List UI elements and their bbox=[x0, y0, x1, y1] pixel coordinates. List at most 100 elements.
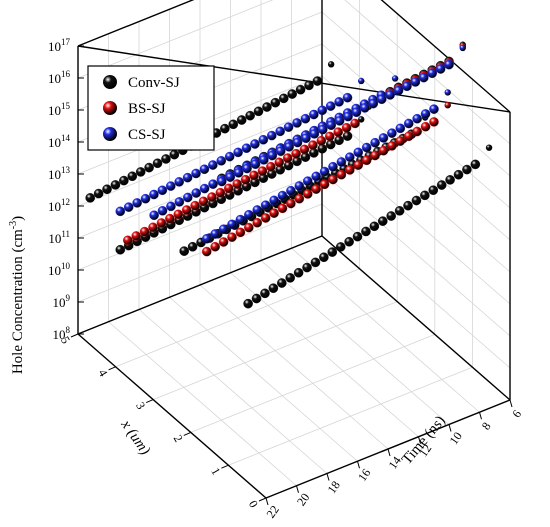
grid-line-floor-t bbox=[169, 296, 358, 462]
data-point-cs-sj bbox=[233, 168, 244, 178]
x-tick-label: 3 bbox=[133, 400, 148, 412]
data-point-cs-sj bbox=[342, 92, 353, 103]
data-point-cs-sj bbox=[210, 229, 220, 239]
data-point-cs-sj bbox=[266, 130, 277, 141]
data-point-bs-sj bbox=[333, 127, 343, 137]
data-point-cs-sj bbox=[149, 189, 159, 200]
data-point-cs-sj bbox=[241, 143, 252, 153]
z-tick-label: 108 bbox=[53, 325, 71, 342]
x-tick bbox=[221, 464, 229, 469]
data-point-bs-sj bbox=[269, 208, 279, 218]
data-point-cs-sj bbox=[225, 172, 236, 182]
data-point-bs-sj bbox=[370, 150, 380, 161]
data-point-cs-sj bbox=[294, 181, 305, 191]
time-tick bbox=[296, 485, 299, 493]
data-point-conv-sj bbox=[327, 247, 338, 257]
z-tick-label: 1011 bbox=[48, 229, 70, 246]
data-point-bs-sj bbox=[156, 218, 167, 228]
data-point-cs-sj bbox=[368, 98, 379, 109]
data-point-cs-sj bbox=[403, 118, 414, 129]
data-point-bs-sj bbox=[244, 222, 254, 233]
data-point-marker bbox=[444, 102, 451, 109]
legend-label: BS-SJ bbox=[128, 101, 166, 117]
data-point-bs-sj bbox=[266, 161, 276, 172]
data-point-cs-sj bbox=[157, 185, 168, 196]
data-point-cs-sj bbox=[208, 179, 218, 189]
z-tick-label: 1016 bbox=[48, 69, 71, 86]
data-point-cs-sj bbox=[252, 205, 263, 215]
grid-line-side-z bbox=[321, 43, 511, 209]
data-point-bs-sj bbox=[277, 203, 288, 214]
legend-marker bbox=[103, 101, 117, 115]
data-point-bs-sj bbox=[387, 141, 397, 151]
data-point-conv-sj bbox=[268, 283, 279, 293]
data-point-cs-sj bbox=[317, 124, 328, 135]
data-point-conv-sj bbox=[325, 139, 336, 150]
z-tick-label: 1014 bbox=[48, 133, 71, 150]
data-point-bs-sj bbox=[218, 237, 229, 247]
x-tick bbox=[258, 497, 267, 502]
data-point-bs-sj bbox=[412, 126, 422, 137]
legend-marker bbox=[103, 75, 117, 89]
data-point-cs-sj bbox=[174, 177, 184, 187]
data-point-cs-sj bbox=[328, 161, 338, 172]
data-point-cs-sj bbox=[336, 157, 347, 167]
data-point-bs-sj bbox=[302, 189, 313, 199]
data-point-bs-sj bbox=[299, 144, 310, 155]
data-point-cs-sj bbox=[149, 210, 159, 221]
data-point-cs-sj bbox=[393, 85, 404, 96]
data-point-conv-sj bbox=[428, 185, 439, 195]
data-point-cs-sj bbox=[157, 206, 168, 216]
z-tick-label: 1015 bbox=[48, 101, 71, 118]
data-point-marker bbox=[391, 75, 399, 82]
grid-line-side-z bbox=[321, 11, 511, 177]
data-point-conv-sj bbox=[260, 288, 270, 299]
data-point-bs-sj bbox=[190, 200, 200, 211]
data-point-conv-sj bbox=[295, 84, 306, 95]
z-tick-label: 1010 bbox=[48, 261, 71, 278]
data-point-conv-sj bbox=[334, 135, 344, 146]
grid-line-floor-t bbox=[260, 260, 450, 425]
data-point-bs-sj bbox=[308, 140, 318, 150]
data-point-cs-sj bbox=[410, 77, 421, 87]
data-point-cs-sj bbox=[309, 129, 320, 139]
data-point-cs-sj bbox=[376, 94, 387, 105]
grid-line-floor-t bbox=[199, 284, 389, 450]
data-point-bs-sj bbox=[252, 217, 263, 228]
time-tick bbox=[509, 399, 513, 408]
data-point-conv-sj bbox=[394, 206, 405, 216]
data-point-conv-sj bbox=[169, 149, 180, 160]
data-point-cs-sj bbox=[292, 137, 303, 148]
data-point-conv-sj bbox=[287, 89, 297, 99]
data-point-cs-sj bbox=[235, 214, 246, 225]
time-tick-label: 10 bbox=[447, 429, 465, 447]
data-point-marker bbox=[358, 77, 365, 85]
data-point-cs-sj bbox=[309, 109, 319, 120]
data-point-conv-sj bbox=[285, 273, 295, 283]
data-point-conv-sj bbox=[317, 143, 328, 154]
data-point-conv-sj bbox=[127, 171, 138, 182]
data-point-conv-sj bbox=[293, 267, 304, 278]
grid-line-floor-t bbox=[291, 247, 480, 413]
legend-label: CS-SJ bbox=[128, 127, 166, 143]
data-point-conv-sj bbox=[144, 162, 154, 173]
data-point-cs-sj bbox=[277, 190, 288, 201]
data-point-bs-sj bbox=[361, 155, 372, 166]
data-point-marker bbox=[459, 44, 466, 52]
data-point-conv-sj bbox=[110, 180, 121, 190]
z-tick-label: 1012 bbox=[48, 197, 70, 214]
data-point-cs-sj bbox=[191, 168, 201, 179]
data-point-cs-sj bbox=[345, 152, 355, 162]
time-tick bbox=[265, 497, 269, 506]
data-point-cs-sj bbox=[361, 142, 372, 153]
data-point-cs-sj bbox=[444, 59, 454, 70]
data-point-cs-sj bbox=[258, 134, 269, 145]
data-point-bs-sj bbox=[316, 135, 327, 146]
data-point-cs-sj bbox=[385, 90, 395, 100]
x-tick-label: 4 bbox=[96, 367, 111, 379]
time-tick bbox=[418, 436, 421, 444]
data-point-bs-sj bbox=[429, 117, 439, 127]
data-point-conv-sj bbox=[304, 80, 314, 91]
data-point-bs-sj bbox=[282, 153, 293, 163]
